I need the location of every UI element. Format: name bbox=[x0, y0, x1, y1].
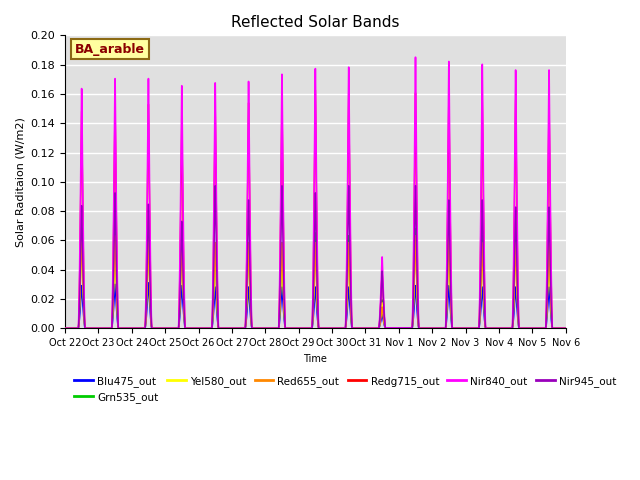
X-axis label: Time: Time bbox=[303, 354, 327, 364]
Title: Reflected Solar Bands: Reflected Solar Bands bbox=[231, 15, 399, 30]
Y-axis label: Solar Raditaion (W/m2): Solar Raditaion (W/m2) bbox=[15, 117, 25, 247]
Text: BA_arable: BA_arable bbox=[75, 43, 145, 56]
Legend: Blu475_out, Grn535_out, Yel580_out, Red655_out, Redg715_out, Nir840_out, Nir945_: Blu475_out, Grn535_out, Yel580_out, Red6… bbox=[70, 372, 620, 407]
